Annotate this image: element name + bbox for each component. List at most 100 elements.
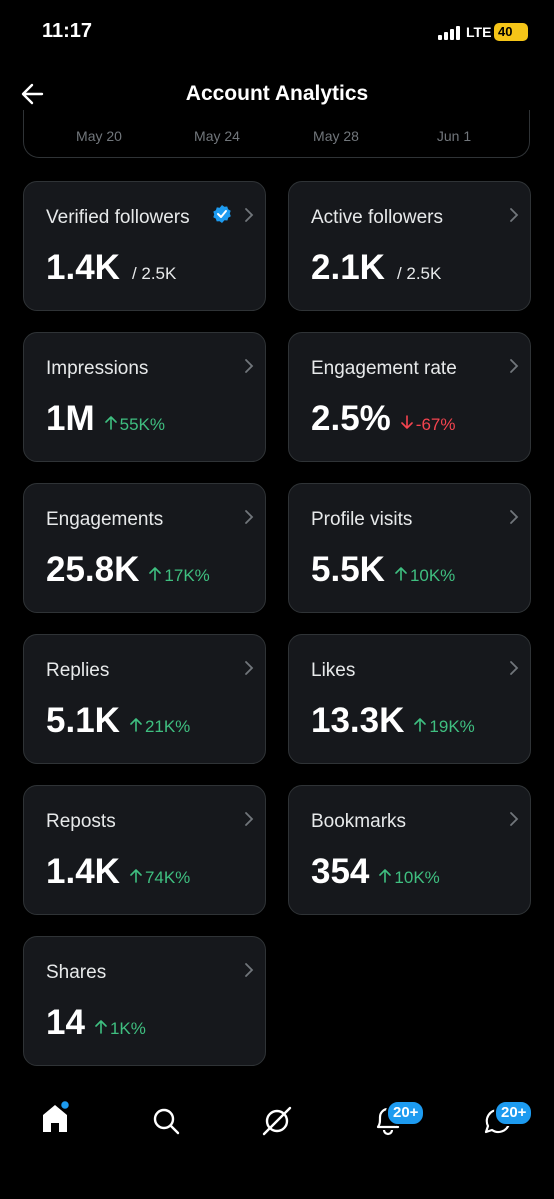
change-text: 10K% [409, 566, 456, 585]
metric-card[interactable]: Active followers 2.1K / 2.5K [288, 181, 531, 311]
metric-row: 1.4K / 2.5K [46, 248, 176, 288]
metric-label: Verified followers [46, 206, 190, 228]
messages-badge: 20+ [494, 1100, 534, 1126]
metric-value: 1.4K [46, 852, 120, 891]
arrow-up [395, 567, 407, 581]
change-text: -67% [415, 415, 456, 434]
metric-row: 1.4K 74K% [46, 852, 190, 892]
arrow-path [95, 1020, 107, 1034]
chevron [245, 963, 254, 977]
metric-value: 2.5% [311, 399, 391, 438]
metric-grid: Verified followers 1.4K/ 2.5K Active follo… [23, 181, 531, 1066]
metric-value: 14 [46, 1003, 85, 1042]
chevron-path [245, 208, 254, 222]
metric-card[interactable]: Replies 5.1K 21K% [23, 634, 266, 764]
metric-row: 2.1K / 2.5K [311, 248, 441, 288]
status-time: 11:17 [42, 20, 93, 42]
change-text: 19K% [429, 717, 475, 736]
metric-value: 5.1K [46, 701, 120, 740]
chevron-path [510, 661, 519, 675]
arrow-down [400, 415, 413, 429]
chevron-path [245, 963, 254, 977]
metric-label: Replies [46, 659, 110, 681]
axis-label: Jun 1 [436, 128, 472, 144]
metric-change: 19K% [414, 717, 475, 737]
metric-label: Active followers [311, 206, 443, 228]
chevron-path [245, 661, 254, 675]
arrow-path [104, 416, 117, 430]
metric-change: 10K% [395, 566, 455, 586]
chart-panel [23, 110, 530, 158]
notifications-badge: 20+ [386, 1100, 426, 1126]
signal-icon [438, 26, 460, 40]
back-button[interactable] [20, 82, 46, 106]
chevron-path [510, 359, 519, 373]
metric-label: Bookmarks [311, 810, 407, 832]
arrow-path [395, 567, 407, 581]
chevron-path [245, 812, 254, 826]
change-text: 1K% [109, 1019, 146, 1038]
verified-shape [213, 205, 231, 223]
page-title: Account Analytics [185, 82, 369, 105]
metric-card[interactable]: Profile visits 5.5K 10K% [288, 483, 531, 613]
change-text: 21K% [144, 717, 191, 736]
arrow-path [414, 718, 427, 732]
metric-row: 25.8K 17K% [46, 550, 210, 590]
metric-row: 2.5% -67% [311, 399, 455, 439]
metric-card[interactable]: Likes 13.3K 19K% [288, 634, 531, 764]
metric-row: 13.3K 19K% [311, 701, 475, 741]
metric-row: 354 10K% [311, 852, 440, 892]
metric-value: 354 [311, 852, 370, 891]
metric-label: Profile visits [311, 508, 413, 530]
network: LTE [466, 24, 492, 40]
arrow-up [149, 567, 162, 581]
chevron [510, 510, 519, 524]
metric-card[interactable]: Bookmarks 354 10K% [288, 785, 531, 915]
metric-label: Likes [311, 659, 356, 681]
chevron [245, 208, 254, 222]
metric-change: -67% [400, 415, 456, 435]
metric-value: 1.4K [46, 248, 120, 287]
metric-change: 21K% [130, 717, 190, 737]
arrow-path [130, 869, 142, 883]
grok-tab[interactable] [262, 1106, 292, 1136]
battery: 40 [494, 23, 528, 41]
metric-row: 1M 55K% [46, 399, 165, 439]
chevron-path [510, 510, 519, 524]
chevron [245, 812, 254, 826]
axis-label: May 28 [313, 128, 359, 144]
chevron [510, 208, 519, 222]
chevron [245, 661, 254, 675]
bottom-nav [43, 1099, 511, 1136]
metric-row: 5.5K 10K% [311, 550, 455, 590]
metric-card[interactable]: Engagement rate 2.5% -67% [288, 332, 531, 462]
metric-value: 1M [46, 399, 95, 438]
metric-card[interactable]: Shares 14 1K% [23, 936, 266, 1066]
arrow-path [379, 869, 392, 883]
metric-card[interactable]: Engagements 25.8K 17K% [23, 483, 266, 613]
metric-value: 2.1K [311, 248, 385, 287]
arrow-path [149, 567, 162, 581]
chevron [245, 510, 254, 524]
change-text: 17K% [164, 566, 210, 585]
verified-check [217, 210, 227, 218]
metric-label: Engagements [46, 508, 164, 530]
arrow-up [414, 718, 427, 732]
metric-total: / 2.5K [396, 264, 442, 283]
chevron [510, 661, 519, 675]
metric-change: 74K% [130, 868, 190, 888]
metric-card[interactable]: Verified followers 1.4K / 2.5K [23, 181, 266, 311]
metric-card[interactable]: Impressions 1M 55K% [23, 332, 266, 462]
axis-label: May 24 [194, 128, 240, 144]
verified-badge [213, 205, 231, 223]
metric-card[interactable]: Reposts 1.4K 74K% [23, 785, 266, 915]
arrow-up [130, 869, 142, 883]
metric-row: 5.1K 21K% [46, 701, 190, 741]
home-tab[interactable] [43, 1099, 71, 1133]
search-tab[interactable] [153, 1108, 180, 1135]
change-text: 10K% [394, 868, 440, 887]
chevron [245, 359, 254, 373]
arrow-path [400, 415, 413, 429]
metric-change: 17K% [149, 566, 210, 586]
